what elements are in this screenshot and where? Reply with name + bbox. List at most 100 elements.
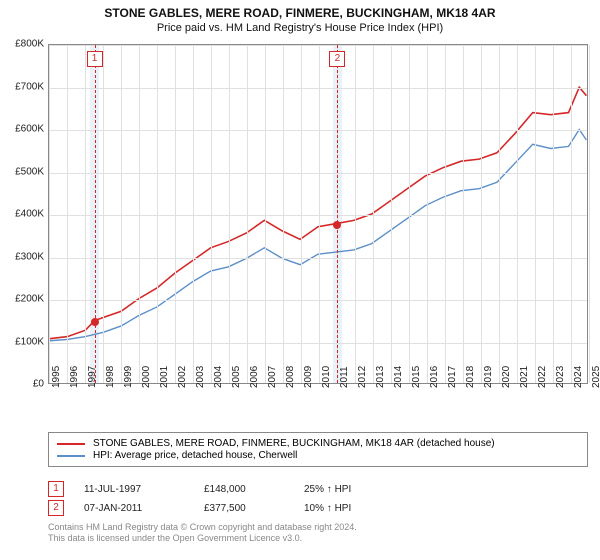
x-axis-label: 2008 xyxy=(285,366,296,388)
gridline-v xyxy=(427,45,428,383)
title-line2: Price paid vs. HM Land Registry's House … xyxy=(0,22,600,34)
x-axis-label: 1995 xyxy=(51,366,62,388)
gridline-v xyxy=(121,45,122,383)
legend-row: HPI: Average price, detached house, Cher… xyxy=(57,450,579,461)
x-axis-label: 2025 xyxy=(591,366,600,388)
gridline-h xyxy=(49,215,587,216)
y-axis-label: £400K xyxy=(15,209,44,220)
gridline-v xyxy=(499,45,500,383)
gridline-v xyxy=(175,45,176,383)
x-axis-label: 2004 xyxy=(213,366,224,388)
gridline-h xyxy=(49,258,587,259)
y-axis-label: £500K xyxy=(15,166,44,177)
chart-area: 12 £0£100K£200K£300K£400K£500K£600K£700K… xyxy=(48,44,588,404)
footer-line2: This data is licensed under the Open Gov… xyxy=(48,533,357,544)
x-axis-label: 2017 xyxy=(447,366,458,388)
event-line xyxy=(95,45,96,383)
x-axis-label: 2021 xyxy=(519,366,530,388)
gridline-v xyxy=(283,45,284,383)
gridline-v xyxy=(229,45,230,383)
x-axis-label: 2001 xyxy=(159,366,170,388)
gridline-v xyxy=(373,45,374,383)
gridline-v xyxy=(409,45,410,383)
gridline-v xyxy=(301,45,302,383)
data-marker xyxy=(333,221,341,229)
legend-row: STONE GABLES, MERE ROAD, FINMERE, BUCKIN… xyxy=(57,438,579,449)
x-axis-label: 2006 xyxy=(249,366,260,388)
gridline-h xyxy=(49,300,587,301)
gridline-v xyxy=(355,45,356,383)
gridline-v xyxy=(211,45,212,383)
gridline-v xyxy=(103,45,104,383)
footer: Contains HM Land Registry data © Crown c… xyxy=(48,522,357,544)
x-axis-label: 2012 xyxy=(357,366,368,388)
event-line xyxy=(337,45,338,383)
x-axis-label: 2010 xyxy=(321,366,332,388)
gridline-h xyxy=(49,88,587,89)
event-date: 11-JUL-1997 xyxy=(84,484,204,495)
gridline-v xyxy=(139,45,140,383)
title-block: STONE GABLES, MERE ROAD, FINMERE, BUCKIN… xyxy=(0,0,600,34)
y-axis-label: £100K xyxy=(15,336,44,347)
x-axis-label: 2023 xyxy=(555,366,566,388)
gridline-h xyxy=(49,343,587,344)
x-axis-label: 2009 xyxy=(303,366,314,388)
event-row: 111-JUL-1997£148,00025% ↑ HPI xyxy=(48,481,424,497)
event-marker-box: 1 xyxy=(87,51,103,67)
x-axis-label: 2015 xyxy=(411,366,422,388)
x-axis-label: 2022 xyxy=(537,366,548,388)
x-axis-label: 2002 xyxy=(177,366,188,388)
event-price: £377,500 xyxy=(204,503,304,514)
x-axis-label: 2020 xyxy=(501,366,512,388)
gridline-v xyxy=(517,45,518,383)
series-hpi xyxy=(50,130,587,341)
x-axis-label: 2007 xyxy=(267,366,278,388)
gridline-v xyxy=(265,45,266,383)
chart-container: STONE GABLES, MERE ROAD, FINMERE, BUCKIN… xyxy=(0,0,600,560)
gridline-v xyxy=(553,45,554,383)
x-axis-label: 1999 xyxy=(123,366,134,388)
x-axis-label: 2011 xyxy=(339,366,350,388)
line-svg xyxy=(49,45,587,383)
events-table: 111-JUL-1997£148,00025% ↑ HPI207-JAN-201… xyxy=(48,478,424,519)
legend-label: HPI: Average price, detached house, Cher… xyxy=(93,450,297,461)
legend: STONE GABLES, MERE ROAD, FINMERE, BUCKIN… xyxy=(48,432,588,467)
legend-label: STONE GABLES, MERE ROAD, FINMERE, BUCKIN… xyxy=(93,438,495,449)
event-pct: 10% ↑ HPI xyxy=(304,503,424,514)
x-axis-label: 1998 xyxy=(105,366,116,388)
event-pct: 25% ↑ HPI xyxy=(304,484,424,495)
gridline-v xyxy=(157,45,158,383)
footer-line1: Contains HM Land Registry data © Crown c… xyxy=(48,522,357,533)
x-axis-label: 2000 xyxy=(141,366,152,388)
event-row: 2 07-JAN-2011£377,50010% ↑ HPI xyxy=(48,500,424,516)
plot-area: 12 xyxy=(48,44,588,384)
data-marker xyxy=(91,318,99,326)
gridline-v xyxy=(319,45,320,383)
event-number-box: 2 xyxy=(48,500,64,516)
y-axis-label: £800K xyxy=(15,39,44,50)
y-axis-label: £300K xyxy=(15,251,44,262)
gridline-v xyxy=(391,45,392,383)
event-number-box: 1 xyxy=(48,481,64,497)
gridline-h xyxy=(49,173,587,174)
event-date: 07-JAN-2011 xyxy=(84,503,204,514)
x-axis-label: 2005 xyxy=(231,366,242,388)
legend-swatch xyxy=(57,455,85,457)
gridline-v xyxy=(589,45,590,383)
gridline-v xyxy=(535,45,536,383)
y-axis-label: £0 xyxy=(33,379,44,390)
legend-swatch xyxy=(57,443,85,445)
gridline-v xyxy=(247,45,248,383)
title-line1: STONE GABLES, MERE ROAD, FINMERE, BUCKIN… xyxy=(0,6,600,20)
gridline-v xyxy=(67,45,68,383)
y-axis-label: £600K xyxy=(15,124,44,135)
gridline-v xyxy=(193,45,194,383)
gridline-h xyxy=(49,130,587,131)
gridline-v xyxy=(463,45,464,383)
x-axis-label: 1996 xyxy=(69,366,80,388)
x-axis-label: 2014 xyxy=(393,366,404,388)
x-axis-label: 2019 xyxy=(483,366,494,388)
x-axis-label: 2018 xyxy=(465,366,476,388)
x-axis-label: 1997 xyxy=(87,366,98,388)
gridline-v xyxy=(49,45,50,383)
